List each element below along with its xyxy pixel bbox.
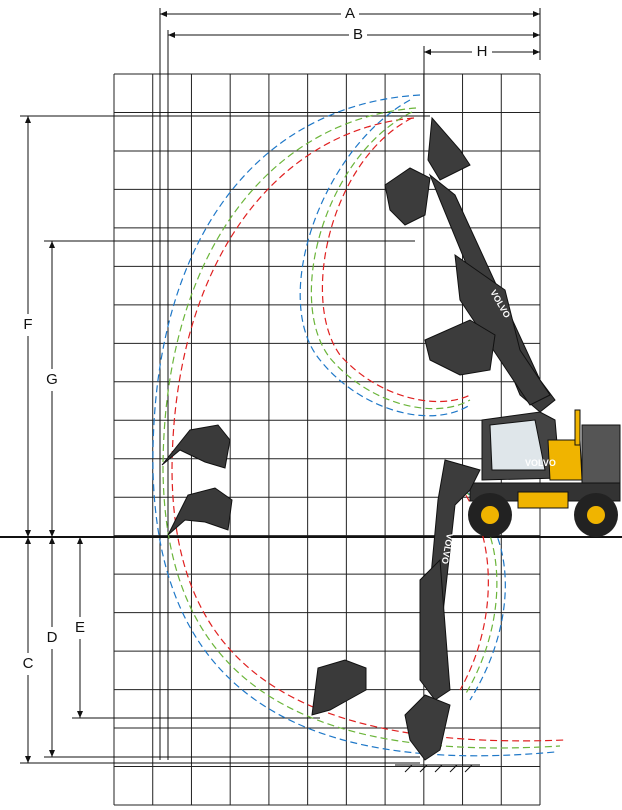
bucket-icons — [162, 425, 366, 715]
dimension-label: H — [477, 43, 488, 60]
working-range-diagram: A B H F G C D E VOLVO — [0, 0, 622, 810]
dimension-label: D — [47, 629, 58, 646]
dimension-label: C — [23, 655, 34, 672]
dimension-label: G — [46, 371, 58, 388]
excavator-arm-lower — [405, 460, 480, 760]
dimension-label: F — [23, 316, 32, 333]
dimension-label: B — [353, 26, 363, 43]
body-brand: VOLVO — [525, 458, 556, 468]
dimension-label: A — [345, 5, 355, 22]
dimension-label: E — [75, 619, 85, 636]
extension-lines — [20, 8, 540, 763]
excavator-body — [468, 410, 620, 537]
excavator-arm-upper — [385, 118, 555, 412]
